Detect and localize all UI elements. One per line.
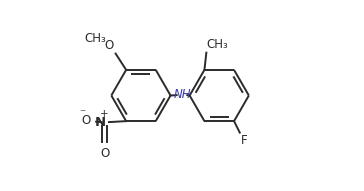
Text: ⁻: ⁻: [79, 108, 86, 121]
Text: +: +: [99, 109, 108, 119]
Text: CH₃: CH₃: [207, 38, 229, 51]
Text: F: F: [241, 134, 247, 147]
Text: O: O: [100, 147, 109, 160]
Text: O: O: [105, 39, 114, 52]
Text: N: N: [94, 116, 106, 129]
Text: NH: NH: [173, 88, 191, 101]
Text: O: O: [81, 114, 90, 127]
Text: CH₃: CH₃: [84, 32, 106, 45]
